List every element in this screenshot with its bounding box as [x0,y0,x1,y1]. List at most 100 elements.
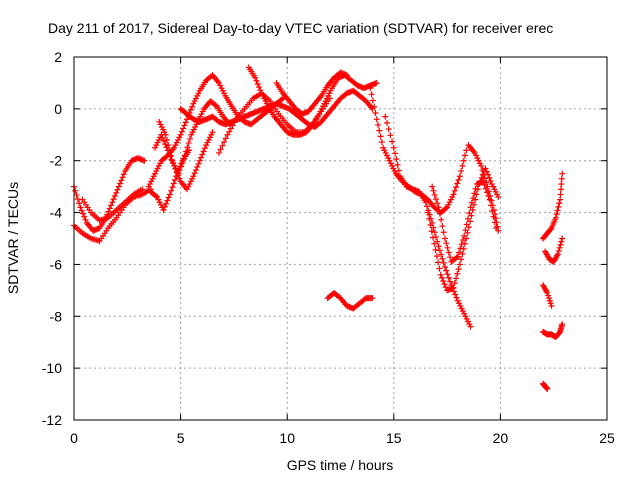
data-point [73,191,80,198]
data-point [165,142,172,149]
data-point [163,136,170,143]
data-point [445,274,452,281]
data-point [109,199,116,206]
x-tick-label: 20 [493,430,509,446]
data-point [76,200,83,207]
data-point [382,113,389,120]
data-point [367,85,374,92]
data-point [161,203,168,210]
data-point [183,148,190,155]
data-point [552,214,559,221]
data-point [111,192,118,199]
data-point [459,237,466,244]
series-track-15 [424,165,502,294]
data-point [163,200,170,207]
data-point [178,128,185,135]
data-point [558,238,565,245]
data-point [385,126,392,133]
data-point [431,191,438,198]
data-point [439,255,446,262]
data-point [179,159,186,166]
data-point [393,156,400,163]
series-track-10 [245,64,380,138]
data-point [278,96,285,103]
data-point [222,135,229,142]
data-point [557,191,564,198]
data-point [212,102,219,109]
data-point [217,146,224,153]
data-point [437,271,444,278]
data-point [422,199,429,206]
data-point [371,103,378,110]
data-point [429,183,436,190]
data-point [453,184,460,191]
data-point [196,157,203,164]
data-point [392,150,399,157]
data-point [221,139,228,146]
data-point [166,191,173,198]
data-point [438,216,445,223]
data-point [447,254,454,261]
data-point [456,173,463,180]
series-track-14 [382,113,474,330]
data-point [169,184,176,191]
data-point [139,186,146,193]
data-point [436,210,443,217]
data-point [257,87,264,94]
data-point [495,194,502,201]
data-point [120,171,127,178]
data-point [547,226,554,233]
data-point [78,207,85,214]
plot-frame [73,56,608,421]
data-point [453,254,460,261]
data-point [108,202,115,209]
x-axis-label: GPS time / hours [287,457,394,473]
data-point [182,119,189,126]
data-point [224,131,231,138]
data-point [191,170,198,177]
data-point [493,219,500,226]
data-point [186,147,193,154]
data-point [443,267,450,274]
x-tick-label: 15 [386,430,402,446]
data-point [464,215,471,222]
data-point [455,266,462,273]
series-track-11 [273,69,350,118]
data-point [164,197,171,204]
data-point [178,163,185,170]
data-point [189,103,196,110]
data-point [444,244,451,251]
data-point [435,243,442,250]
series-track-1 [71,155,148,234]
data-point [485,188,492,195]
data-point [460,157,467,164]
y-tick-label: -2 [50,153,63,169]
data-point [389,138,396,145]
data-point [436,265,443,272]
data-point [198,154,205,161]
data-point [435,204,442,211]
data-point [426,215,433,222]
data-point [378,139,385,146]
data-point [373,116,380,123]
data-point [433,253,440,260]
series-track-19 [542,235,566,265]
data-point [82,216,89,223]
data-point [428,228,435,235]
data-point [484,183,491,190]
data-point [186,135,193,142]
data-point [181,152,188,159]
data-point [457,245,464,252]
data-point [472,185,479,192]
data-point [453,294,460,301]
data-point [79,210,86,217]
data-point [443,240,450,247]
data-point [479,167,486,174]
data-point [489,202,496,209]
data-point [456,249,463,256]
data-point [175,170,182,177]
data-point [467,323,474,330]
data-point [201,145,208,152]
data-point [480,178,487,185]
data-point [559,170,566,177]
